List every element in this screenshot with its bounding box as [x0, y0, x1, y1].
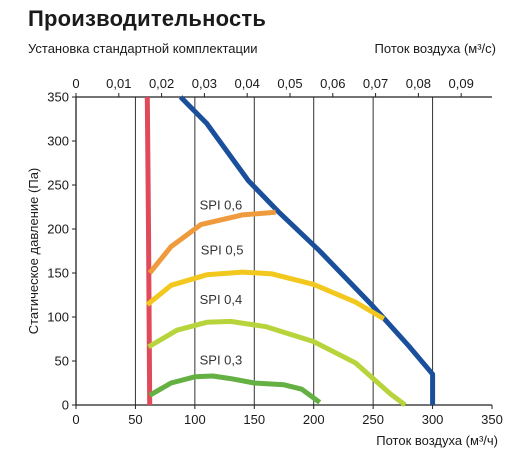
bottom-x-axis-label: Поток воздуха (м³/ч): [376, 433, 498, 448]
y-tick-label: 0: [62, 398, 69, 413]
top-x-tick-label: 0,03: [192, 76, 217, 91]
spi-label: SPI 0,4: [200, 292, 243, 307]
top-x-tick-label: 0,05: [277, 76, 302, 91]
x-tick-label: 300: [422, 412, 444, 427]
top-x-tick-label: 0: [72, 76, 79, 91]
top-x-tick-label: 0,09: [449, 76, 474, 91]
x-tick-label: 150: [243, 412, 265, 427]
y-tick-label: 200: [47, 222, 69, 237]
y-tick-label: 100: [47, 310, 69, 325]
spi-label: SPI 0,3: [200, 353, 243, 368]
y-axis-label: Статическое давление (Па): [26, 168, 41, 335]
chart-subtitle: Установка стандартной комплектации: [28, 41, 258, 56]
y-tick-label: 350: [47, 90, 69, 105]
top-x-tick-label: 0,04: [235, 76, 260, 91]
y-tick-label: 250: [47, 178, 69, 193]
x-tick-label: 250: [362, 412, 384, 427]
x-tick-label: 100: [184, 412, 206, 427]
series-line-4: [147, 318, 407, 408]
chart-title: Производительность: [28, 6, 267, 31]
top-x-tick-label: 0,06: [320, 76, 345, 91]
y-tick-label: 300: [47, 134, 69, 149]
series-line-0: [178, 95, 436, 405]
series-line-1: [144, 96, 153, 406]
series-line-3: [145, 269, 386, 321]
top-x-tick-label: 0,02: [149, 76, 174, 91]
top-x-tick-label: 0,07: [363, 76, 388, 91]
y-tick-label: 50: [55, 354, 69, 369]
series-line-5: [148, 373, 322, 405]
series-line-2: [147, 209, 276, 275]
spi-label: SPI 0,6: [200, 198, 243, 213]
top-x-tick-label: 0,08: [406, 76, 431, 91]
top-x-tick-label: 0,01: [106, 76, 131, 91]
top-x-axis-label: Поток воздуха (м³/с): [374, 41, 496, 56]
y-tick-label: 150: [47, 266, 69, 281]
x-tick-label: 200: [303, 412, 325, 427]
x-tick-label: 350: [481, 412, 503, 427]
spi-label: SPI 0,5: [201, 243, 244, 258]
x-tick-label: 50: [128, 412, 142, 427]
x-tick-label: 0: [72, 412, 79, 427]
